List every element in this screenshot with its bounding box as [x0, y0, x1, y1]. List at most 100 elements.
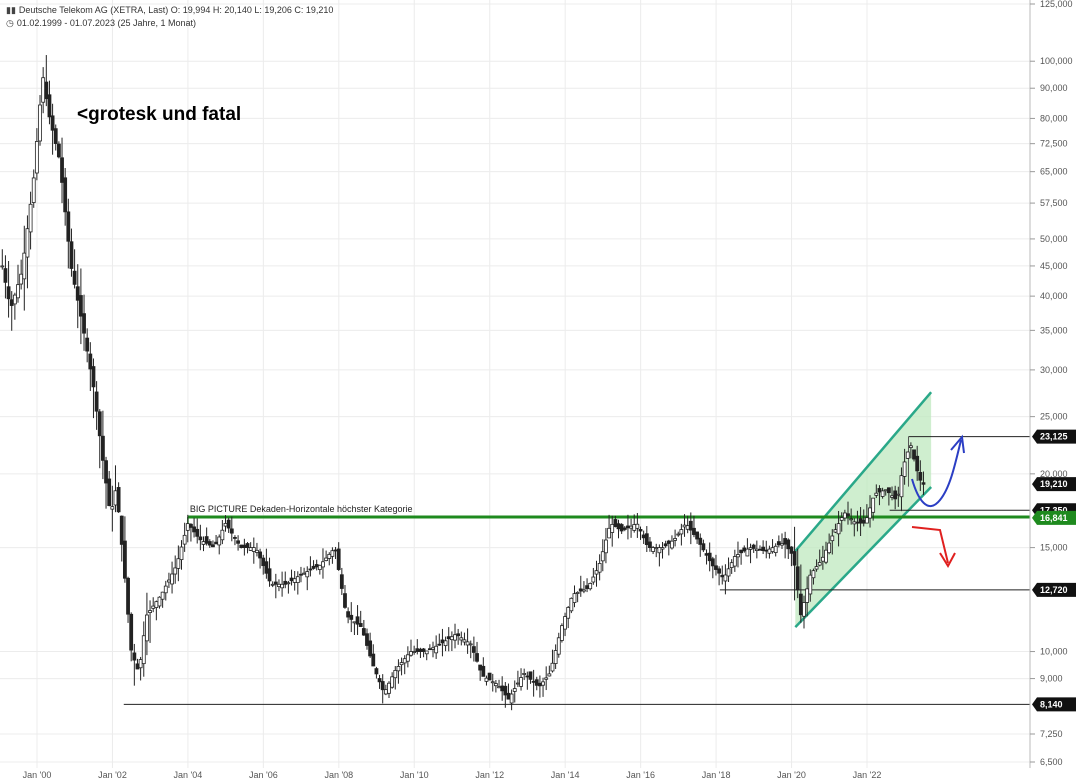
- candle: [531, 669, 536, 697]
- candle-body: [487, 672, 492, 681]
- candle: [500, 676, 505, 701]
- candle-body: [207, 541, 212, 546]
- candle: [214, 535, 218, 545]
- candle: [456, 628, 461, 645]
- candle: [245, 542, 250, 554]
- candle: [915, 445, 920, 481]
- candle: [53, 124, 58, 151]
- candle-body: [827, 542, 832, 554]
- x-tick-label: Jan '08: [324, 770, 353, 780]
- candle-body: [720, 574, 725, 578]
- candle-body: [597, 563, 602, 573]
- candle: [427, 644, 432, 651]
- candle: [434, 635, 439, 659]
- candle-body: [85, 337, 90, 352]
- candle-body: [858, 518, 863, 524]
- candle: [729, 559, 734, 574]
- candle-body: [610, 523, 615, 533]
- candle: [12, 292, 17, 320]
- candle-body: [808, 574, 813, 595]
- candle-body: [842, 512, 847, 519]
- candle: [770, 539, 775, 554]
- candle-body: [38, 104, 42, 142]
- candle-body: [666, 540, 671, 544]
- candle-body: [512, 688, 517, 692]
- candle: [462, 632, 467, 646]
- candle-body: [330, 550, 335, 557]
- candle: [886, 487, 891, 506]
- y-tick-label: 30,000: [1040, 365, 1068, 375]
- candle: [60, 137, 64, 204]
- candle-body: [12, 294, 17, 305]
- candle-body: [418, 648, 423, 652]
- candle: [544, 666, 549, 691]
- candle: [123, 516, 127, 583]
- candle-body: [685, 525, 690, 530]
- candle: [295, 571, 300, 595]
- candle-body: [352, 621, 357, 624]
- candle-body: [519, 677, 523, 687]
- candle-body: [182, 534, 187, 545]
- candle-body: [902, 461, 907, 477]
- candle-body: [528, 671, 533, 680]
- x-tick-label: Jan '16: [626, 770, 655, 780]
- candle-body: [63, 177, 68, 213]
- y-tick-label: 125,000: [1040, 0, 1073, 9]
- candle-body: [820, 556, 825, 562]
- candle: [255, 542, 259, 557]
- candle-body: [141, 635, 146, 665]
- candle-body: [100, 435, 105, 461]
- candle-body: [578, 588, 583, 592]
- y-tick-label: 40,000: [1040, 291, 1068, 301]
- price-box-bg: [1032, 582, 1076, 597]
- candle: [6, 261, 11, 318]
- candle: [91, 358, 96, 419]
- candle: [871, 497, 876, 521]
- candle-body: [41, 77, 46, 103]
- candle: [226, 517, 231, 533]
- candle-body: [780, 543, 784, 546]
- candle-body: [736, 554, 740, 558]
- candle-body: [915, 455, 920, 472]
- candle-body: [651, 547, 655, 552]
- y-tick-label: 9,000: [1040, 674, 1063, 684]
- candle: [582, 581, 586, 594]
- candle: [311, 560, 316, 570]
- price-box-label: 8,140: [1040, 699, 1063, 709]
- candle: [387, 681, 391, 698]
- candle: [864, 504, 869, 524]
- candle: [619, 523, 624, 534]
- candle: [239, 544, 244, 549]
- down-arrow-head: [939, 552, 956, 569]
- candle: [811, 568, 816, 585]
- candle-body: [75, 286, 80, 301]
- price-box-bg: [1032, 697, 1076, 712]
- candle: [365, 628, 369, 650]
- candle-body: [409, 651, 413, 656]
- candle-body: [896, 493, 901, 496]
- candle-body: [343, 593, 347, 608]
- candle-body: [789, 546, 794, 554]
- candle: [399, 657, 404, 676]
- candle: [547, 665, 552, 677]
- candle: [154, 600, 159, 621]
- candle-body: [154, 601, 159, 608]
- y-tick-label: 7,250: [1040, 729, 1063, 739]
- candle: [431, 641, 435, 658]
- candle: [289, 569, 294, 586]
- candle: [277, 579, 281, 592]
- candle-body: [405, 654, 410, 662]
- candle-body: [236, 540, 240, 544]
- candle: [346, 607, 351, 624]
- candle-body: [531, 680, 536, 683]
- x-tick-label: Jan '10: [400, 770, 429, 780]
- candle-body: [72, 270, 77, 285]
- candle-body: [233, 537, 237, 539]
- price-box: 19,210: [1032, 477, 1076, 492]
- candle: [556, 632, 561, 658]
- candle-body: [170, 573, 174, 585]
- candle: [16, 264, 20, 303]
- candle-body: [317, 564, 322, 570]
- candle-body: [604, 539, 608, 554]
